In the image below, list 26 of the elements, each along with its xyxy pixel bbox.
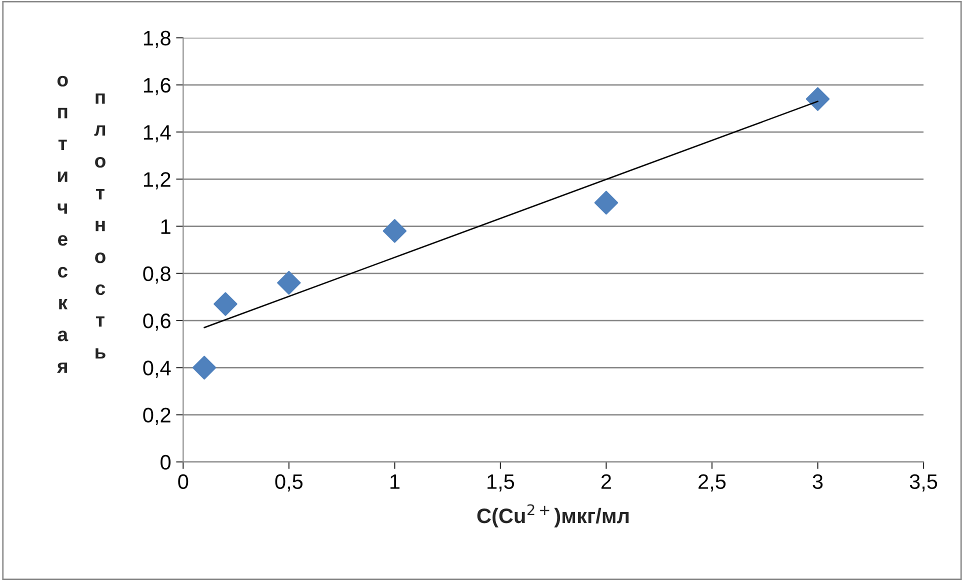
y-tick-label: 0,4 <box>143 360 171 378</box>
x-axis-title: C(Cu$^{2+}$)мкг/мл <box>477 504 629 528</box>
y-tick-label: 1,8 <box>144 30 170 48</box>
point <box>806 87 830 111</box>
x-tick-label: 2 <box>601 474 611 489</box>
point <box>214 292 238 316</box>
y-tick-label: 0 <box>160 454 171 470</box>
y-tick-label: 1,4 <box>144 125 171 142</box>
x-tick-label: 2,5 <box>698 474 726 492</box>
y-tick-label: 1,2 <box>144 172 170 190</box>
text: оптическая плотность <box>56 76 106 373</box>
x-tick-label: 0,5 <box>275 474 303 492</box>
x-tick-label: 1 <box>390 474 400 489</box>
x-tick-label: 3 <box>812 474 823 490</box>
point <box>382 219 407 243</box>
x-tick-label: 3,5 <box>910 474 938 492</box>
x-tick-label: 0 <box>178 474 188 490</box>
y-tick-label: 0,8 <box>143 266 170 284</box>
y-tick-label: 0,2 <box>143 408 170 425</box>
point <box>594 190 618 215</box>
x-tick-label: 1,5 <box>488 474 514 492</box>
point <box>192 356 216 380</box>
point <box>277 270 301 295</box>
y-tick-label: 1 <box>161 219 170 234</box>
y-tick-label: 0,6 <box>143 314 170 331</box>
y-tick-label: 1,6 <box>144 78 170 96</box>
